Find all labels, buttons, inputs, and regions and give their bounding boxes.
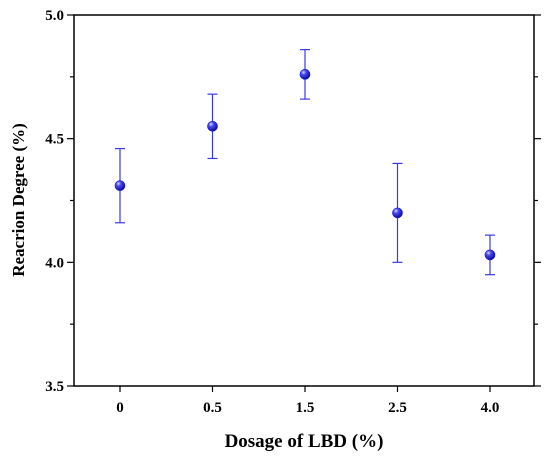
data-point	[484, 249, 496, 261]
x-tick-label: 0.5	[203, 400, 222, 416]
y-tick-label: 3.5	[45, 379, 64, 395]
data-point	[392, 207, 403, 219]
x-tick-label: 0	[116, 400, 124, 416]
x-axis-ticks: 0 0.5 1.5 2.5 4.0	[116, 386, 499, 416]
x-tick-label: 4.0	[481, 400, 500, 416]
data-point	[299, 69, 311, 80]
data-point	[114, 180, 126, 191]
data-point	[207, 121, 218, 132]
y-axis-ticks: 3.5 4.0 4.5 5.0	[45, 8, 541, 395]
y-axis-title: Reacrion Degree (%)	[9, 123, 28, 277]
y-tick-label: 4.5	[45, 132, 64, 148]
x-tick-label: 1.5	[296, 400, 315, 416]
data-series	[114, 49, 496, 276]
x-axis-title: Dosage of LBD (%)	[225, 431, 384, 452]
y-tick-label: 5.0	[45, 8, 64, 24]
y-tick-label: 4.0	[45, 255, 64, 271]
x-tick-label: 2.5	[388, 400, 407, 416]
